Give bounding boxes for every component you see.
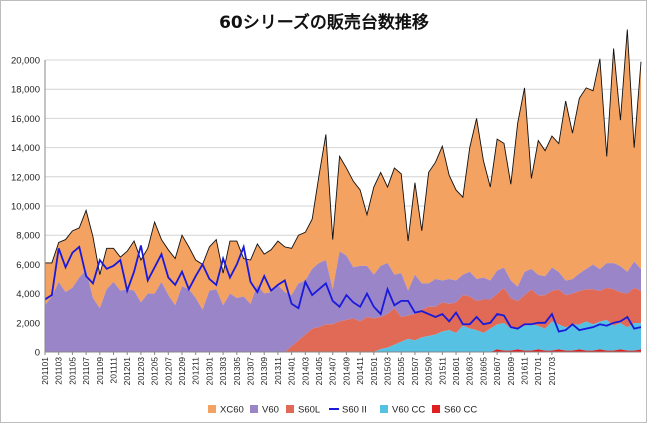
legend-label: S60 II <box>342 405 367 416</box>
area-xc60-edge <box>45 29 642 275</box>
x-tick-label: 201407 <box>328 357 338 386</box>
legend-label: XC60 <box>220 405 244 416</box>
legend: XC60 V60 S60L S60 II V60 CC S60 CC <box>208 405 477 416</box>
y-tick-label: 0 <box>35 348 40 359</box>
x-tick-label: 201311 <box>273 357 283 385</box>
x-tick-label: 201305 <box>232 357 242 386</box>
x-tick-label: 201105 <box>67 357 77 385</box>
legend-label: V60 <box>262 405 279 416</box>
x-tick-label: 201405 <box>314 357 324 386</box>
x-tick-label: 201101 <box>40 357 50 385</box>
legend-swatch <box>432 405 440 413</box>
x-tick-label: 201411 <box>355 357 365 385</box>
plot-lines <box>44 243 642 333</box>
legend-label: V60 CC <box>392 405 425 416</box>
x-tick-label: 201111 <box>109 357 119 384</box>
plot-areas <box>45 29 642 352</box>
x-tick-label: 201211 <box>191 357 201 385</box>
x-tick-label: 201509 <box>424 357 434 386</box>
x-tick-label: 201605 <box>478 357 488 386</box>
area-s60-cc <box>45 349 641 352</box>
x-tick-label: 201201 <box>122 357 132 386</box>
chart-title: 60シリーズの販売台数推移 <box>219 12 429 33</box>
x-tick-label: 201303 <box>218 357 228 386</box>
x-tick-label: 201103 <box>54 357 64 385</box>
x-tick-label: 201505 <box>396 357 406 386</box>
y-tick-label: 12,000 <box>11 172 40 183</box>
x-tick-label: 201701 <box>533 357 543 386</box>
x-tick-label: 201109 <box>95 357 105 385</box>
area-s60l <box>45 287 641 352</box>
legend-swatch <box>208 405 216 413</box>
x-tick-label: 201501 <box>369 357 379 386</box>
x-tick-label: 201611 <box>520 357 530 385</box>
x-tick-label: 201309 <box>259 357 269 386</box>
area-v60-cc <box>45 320 641 352</box>
x-tick-label: 201703 <box>547 357 557 386</box>
y-tick-label: 8,000 <box>16 231 40 242</box>
x-tick-label: 201301 <box>204 357 214 386</box>
y-tick-label: 18,000 <box>11 85 40 96</box>
x-tick-label: 201409 <box>341 357 351 386</box>
x-tick-label: 201107 <box>81 357 91 385</box>
x-axis: 201101 201103 201105 201107 201109 201111 2012… <box>40 351 641 386</box>
legend-label: S60 CC <box>444 405 477 416</box>
x-tick-label: 201401 <box>287 357 297 386</box>
y-tick-label: 20,000 <box>11 56 40 67</box>
x-tick-label: 201609 <box>506 357 516 386</box>
x-tick-label: 201205 <box>150 357 160 386</box>
line-s60-ii <box>44 243 642 333</box>
y-tick-label: 10,000 <box>11 202 40 213</box>
x-tick-label: 201203 <box>136 357 146 386</box>
x-tick-label: 201403 <box>300 357 310 386</box>
legend-label: S60L <box>298 405 320 416</box>
x-tick-label: 201209 <box>177 357 187 386</box>
y-tick-label: 16,000 <box>11 114 40 125</box>
x-tick-label: 201503 <box>383 357 393 386</box>
x-tick-label: 201307 <box>246 357 256 386</box>
x-tick-label: 201507 <box>410 357 420 386</box>
x-tick-label: 201603 <box>465 357 475 386</box>
legend-swatch <box>250 405 258 413</box>
x-tick-label: 201511 <box>437 357 447 385</box>
legend-swatch <box>286 405 294 413</box>
x-tick-label: 201607 <box>492 357 502 386</box>
y-tick-label: 6,000 <box>16 260 40 271</box>
x-tick-label: 201601 <box>451 357 461 386</box>
y-axis: 0 2,000 4,000 6,000 8,000 10,000 12,000 14,000 1… <box>11 56 46 359</box>
y-tick-label: 4,000 <box>16 289 40 300</box>
y-tick-label: 2,000 <box>16 318 40 329</box>
x-tick-label: 201207 <box>163 357 173 386</box>
y-tick-label: 14,000 <box>11 143 40 154</box>
legend-swatch <box>380 405 388 413</box>
area-xc60 <box>45 29 641 310</box>
